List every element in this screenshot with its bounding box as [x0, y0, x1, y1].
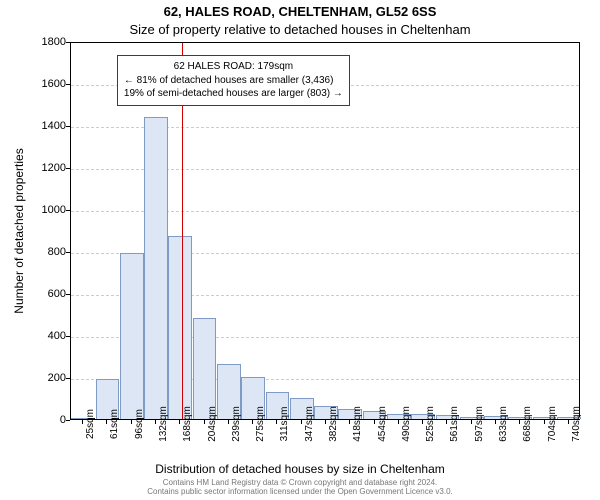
xtick-label: 561sqm — [449, 406, 460, 442]
page-subtitle: Size of property relative to detached ho… — [0, 22, 600, 37]
xtick-label: 347sqm — [304, 406, 315, 442]
xtick-mark — [179, 420, 180, 424]
xtick-label: 525sqm — [425, 406, 436, 442]
ytick-label: 400 — [16, 330, 66, 342]
ytick-mark — [66, 420, 70, 421]
ytick-mark — [66, 336, 70, 337]
xtick-mark — [325, 420, 326, 424]
page-title: 62, HALES ROAD, CHELTENHAM, GL52 6SS — [0, 4, 600, 19]
xtick-mark — [398, 420, 399, 424]
ytick-label: 1000 — [16, 204, 66, 216]
footer-line-1: Contains HM Land Registry data © Crown c… — [0, 478, 600, 487]
xtick-mark — [204, 420, 205, 424]
histogram-bar — [144, 117, 168, 419]
xtick-label: 597sqm — [474, 406, 485, 442]
xtick-label: 275sqm — [255, 406, 266, 442]
ytick-label: 1200 — [16, 162, 66, 174]
xtick-label: 382sqm — [328, 406, 339, 442]
ytick-label: 1600 — [16, 78, 66, 90]
ytick-mark — [66, 42, 70, 43]
annotation-line-2: ← 81% of detached houses are smaller (3,… — [124, 74, 343, 88]
xtick-mark — [422, 420, 423, 424]
xtick-mark — [495, 420, 496, 424]
xtick-label: 633sqm — [498, 406, 509, 442]
xtick-label: 454sqm — [377, 406, 388, 442]
ytick-mark — [66, 210, 70, 211]
xtick-mark — [155, 420, 156, 424]
xtick-mark — [374, 420, 375, 424]
ytick-label: 0 — [16, 414, 66, 426]
histogram-bar — [120, 253, 144, 419]
annotation-line-1: 62 HALES ROAD: 179sqm — [124, 60, 343, 74]
chart-area: 62 HALES ROAD: 179sqm← 81% of detached h… — [70, 42, 580, 420]
annotation-line-3: 19% of semi-detached houses are larger (… — [124, 87, 343, 101]
xtick-label: 61sqm — [109, 409, 120, 439]
xtick-mark — [446, 420, 447, 424]
ytick-mark — [66, 378, 70, 379]
xtick-mark — [131, 420, 132, 424]
xtick-label: 311sqm — [279, 407, 290, 442]
ytick-mark — [66, 168, 70, 169]
xtick-label: 204sqm — [207, 406, 218, 442]
xtick-label: 740sqm — [571, 406, 582, 442]
xtick-mark — [471, 420, 472, 424]
xtick-label: 418sqm — [352, 406, 363, 442]
histogram-bar — [193, 318, 217, 419]
annotation-box: 62 HALES ROAD: 179sqm← 81% of detached h… — [117, 55, 350, 106]
xtick-label: 96sqm — [134, 409, 145, 439]
xtick-label: 704sqm — [547, 406, 558, 442]
histogram-bar — [168, 236, 192, 419]
ytick-label: 200 — [16, 372, 66, 384]
xtick-mark — [276, 420, 277, 424]
xtick-label: 25sqm — [85, 409, 96, 439]
xtick-mark — [301, 420, 302, 424]
ytick-mark — [66, 126, 70, 127]
xtick-mark — [544, 420, 545, 424]
xtick-mark — [349, 420, 350, 424]
xtick-mark — [106, 420, 107, 424]
ytick-mark — [66, 84, 70, 85]
xtick-mark — [568, 420, 569, 424]
ytick-mark — [66, 252, 70, 253]
xtick-mark — [252, 420, 253, 424]
x-axis-label: Distribution of detached houses by size … — [0, 462, 600, 476]
footer-attribution: Contains HM Land Registry data © Crown c… — [0, 478, 600, 496]
xtick-label: 168sqm — [182, 406, 193, 442]
xtick-label: 490sqm — [401, 406, 412, 442]
xtick-mark — [82, 420, 83, 424]
ytick-mark — [66, 294, 70, 295]
ytick-label: 600 — [16, 288, 66, 300]
xtick-mark — [519, 420, 520, 424]
footer-line-2: Contains public sector information licen… — [0, 487, 600, 496]
ytick-label: 1800 — [16, 36, 66, 48]
ytick-label: 1400 — [16, 120, 66, 132]
xtick-label: 668sqm — [522, 406, 533, 442]
xtick-label: 132sqm — [158, 406, 169, 442]
ytick-label: 800 — [16, 246, 66, 258]
xtick-mark — [228, 420, 229, 424]
xtick-label: 239sqm — [231, 406, 242, 442]
